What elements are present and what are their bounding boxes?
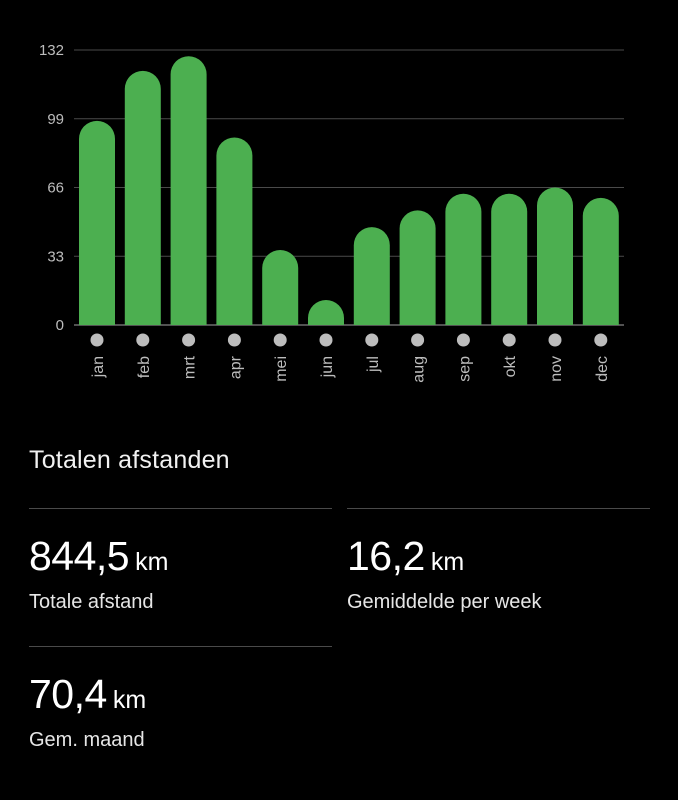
x-tick-label: apr (227, 355, 244, 379)
month-marker-nov[interactable] (548, 333, 562, 347)
month-markers (90, 333, 608, 347)
bar-aug (399, 210, 436, 325)
stat-value: 16,2 (347, 533, 425, 579)
stat-unit: km (430, 548, 465, 576)
month-marker-jun[interactable] (319, 333, 333, 347)
bar-jan (79, 120, 115, 325)
x-tick-label: jan (90, 356, 107, 378)
month-marker-apr[interactable] (227, 333, 241, 347)
month-marker-mei[interactable] (273, 333, 287, 347)
y-tick-label: 99 (47, 111, 64, 128)
y-tick-label: 0 (56, 317, 64, 334)
month-marker-mrt[interactable] (182, 333, 196, 347)
x-tick-label: dec (594, 356, 611, 382)
stat-monthly-average: 70,4 km Gem. maand (29, 646, 332, 767)
x-axis-labels: jan feb mrt apr mei jun jul aug sep okt nov dec (90, 355, 611, 382)
y-axis-ticks: 0 33 66 99 132 (39, 42, 64, 334)
stat-label: Gemiddelde per week (347, 591, 542, 613)
stat-unit: km (135, 548, 169, 576)
bar-mei (262, 250, 299, 325)
month-marker-okt[interactable] (502, 333, 516, 347)
x-tick-label: mei (273, 356, 290, 382)
stat-label: Gem. maand (29, 729, 145, 751)
y-tick-label: 66 (47, 180, 64, 197)
bar-okt (491, 193, 528, 325)
bar-mrt (170, 56, 207, 325)
chart-bars (79, 56, 619, 325)
month-marker-jan[interactable] (90, 333, 104, 347)
stat-unit: km (112, 686, 147, 714)
y-tick-label: 33 (47, 248, 64, 265)
section-title: Totalen afstanden (29, 446, 230, 474)
month-marker-feb[interactable] (136, 333, 150, 347)
monthly-distance-chart: 0 33 66 99 132 jan feb mrt apr mei jun jul aug sep ok… (39, 42, 624, 383)
x-tick-label: mrt (182, 355, 199, 379)
month-marker-aug[interactable] (411, 333, 425, 347)
y-tick-label: 132 (39, 42, 64, 59)
bar-dec (582, 197, 619, 325)
bar-sep (445, 193, 482, 325)
x-tick-label: feb (136, 356, 153, 378)
x-tick-label: okt (502, 355, 519, 377)
bar-jul (353, 227, 390, 325)
bar-nov (537, 187, 573, 325)
x-tick-label: nov (548, 356, 565, 382)
stat-total-distance: 844,5 km Totale afstand (29, 508, 332, 629)
month-marker-sep[interactable] (456, 333, 470, 347)
x-tick-label: aug (411, 356, 428, 383)
bar-jun (308, 300, 344, 325)
stat-value: 844,5 (29, 533, 130, 579)
chart-gridlines (74, 49, 624, 326)
bar-feb (124, 70, 161, 325)
x-tick-label: sep (456, 356, 473, 382)
bar-apr (216, 137, 253, 325)
stat-weekly-average: 16,2 km Gemiddelde per week (347, 508, 650, 629)
month-marker-jul[interactable] (365, 333, 379, 347)
stat-value: 70,4 (29, 671, 107, 717)
x-tick-label: jun (319, 356, 336, 378)
stat-label: Totale afstand (29, 591, 154, 613)
x-tick-label: jul (365, 356, 382, 373)
month-marker-dec[interactable] (594, 333, 608, 347)
